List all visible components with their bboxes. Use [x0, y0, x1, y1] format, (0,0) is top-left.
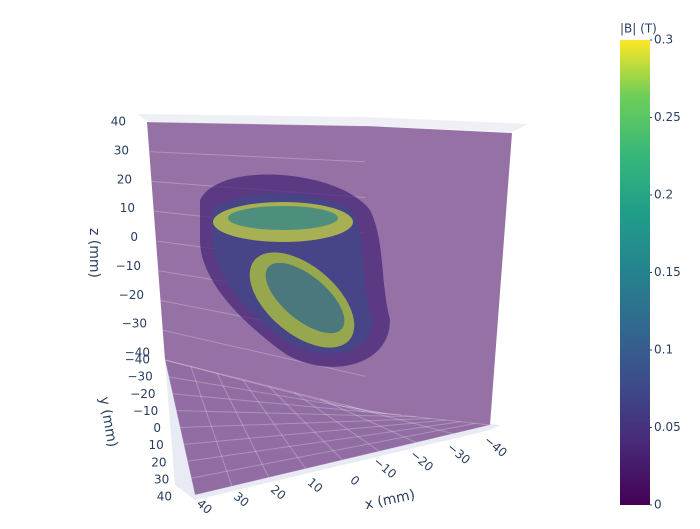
grid-line	[194, 424, 491, 496]
grid-line	[179, 418, 432, 428]
y-axis-title: y (mm)	[96, 396, 121, 449]
grid-line	[242, 379, 307, 470]
colorbar-tick-label: 0.1	[654, 343, 673, 357]
y-tick-label: 30	[154, 472, 169, 486]
grid-line	[345, 405, 454, 435]
y-tick-label: 20	[151, 455, 166, 469]
y-tick-label: −30	[127, 370, 152, 384]
colorbar-tick-label: 0.2	[654, 188, 673, 202]
grid-line	[320, 398, 417, 443]
x-tick-label: −20	[408, 447, 436, 474]
grid-line	[191, 422, 476, 479]
grid-line	[371, 411, 491, 426]
grid-line	[216, 372, 270, 478]
colorbar	[620, 40, 650, 505]
x-tick-label: −30	[445, 440, 473, 467]
x-tick-label: 40	[194, 496, 215, 517]
x-tick-label: 0	[347, 473, 362, 489]
grid-line	[164, 359, 373, 413]
colorbar-tick-label: 0.25	[654, 110, 681, 124]
z-tick-label: −10	[116, 259, 141, 273]
z-tick-label: −40	[125, 346, 150, 360]
z-tick-label: 30	[114, 143, 129, 157]
y-tick-label: −40	[125, 353, 150, 367]
z-tick-label: −20	[119, 288, 144, 302]
y-tick-label: 40	[157, 490, 172, 504]
z-axis-title: z (mm)	[86, 228, 102, 278]
y-tick-label: 10	[148, 438, 163, 452]
x-tick-label: −10	[371, 454, 399, 481]
x-axis-title: x (mm)	[363, 487, 416, 513]
grid-line	[162, 329, 366, 377]
grid-line	[268, 385, 343, 461]
grid-line	[147, 121, 366, 127]
colorbar-tick-label: 0	[654, 498, 662, 512]
x-tick-label: 10	[305, 475, 326, 496]
colorbar-title: |B| (T)	[620, 22, 657, 36]
z-tick-label: 20	[117, 172, 132, 186]
colorbar-tick-label: 0.3	[654, 33, 673, 47]
coil-top-inner	[228, 206, 338, 230]
x-tick-label: −40	[481, 433, 509, 460]
grid-line	[183, 419, 446, 445]
grid-line	[172, 393, 402, 416]
isosurfaces	[200, 174, 390, 367]
y-tick-label: −10	[133, 404, 158, 418]
z-tick-label: −30	[122, 317, 147, 331]
grid-line	[187, 421, 461, 462]
colorbar-tick-label: 0.05	[654, 420, 681, 434]
z-tick-label: 40	[111, 115, 126, 129]
grid-line	[294, 392, 380, 452]
coil-bottom-inner	[265, 262, 345, 334]
y-tick-label: −20	[130, 387, 155, 401]
grid-line	[176, 410, 417, 418]
grid-line	[164, 359, 366, 413]
grid-line	[150, 151, 366, 163]
z-tick-label: 10	[120, 201, 135, 215]
grid-line	[168, 376, 387, 415]
x-tick-label: 30	[231, 489, 252, 510]
z-tick-label: 0	[130, 230, 138, 244]
grid-line	[164, 359, 196, 496]
colorbar-tick-label: 0.15	[654, 265, 681, 279]
y-tick-label: 0	[153, 421, 161, 435]
grid-line	[190, 366, 233, 487]
x-tick-label: 20	[268, 482, 289, 503]
box-edge	[138, 114, 528, 132]
